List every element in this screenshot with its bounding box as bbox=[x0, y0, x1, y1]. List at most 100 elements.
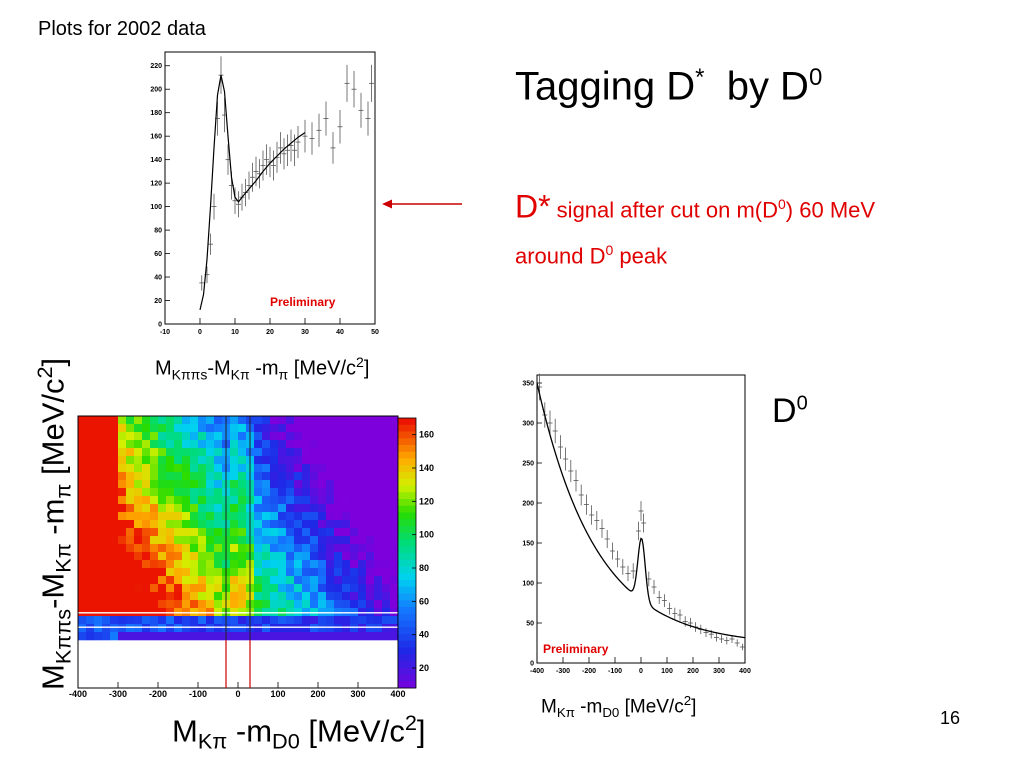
heatmap-cell bbox=[110, 576, 119, 585]
heatmap-cell bbox=[294, 456, 303, 465]
heatmap-cell bbox=[270, 568, 279, 577]
heatmap-cell bbox=[158, 416, 167, 425]
heatmap-cell bbox=[286, 448, 295, 457]
heatmap-cell bbox=[358, 488, 367, 497]
heatmap-cell bbox=[182, 568, 191, 577]
heatmap-cell bbox=[238, 576, 247, 585]
heatmap-cell bbox=[198, 584, 207, 593]
heatmap-cell bbox=[102, 544, 111, 553]
heatmap-cell bbox=[230, 632, 239, 641]
y-tick-label: 200 bbox=[522, 501, 534, 508]
heatmap-cell bbox=[278, 552, 287, 561]
heatmap-cell bbox=[86, 440, 95, 449]
heatmap-cell bbox=[374, 552, 383, 561]
heatmap-cell bbox=[334, 592, 343, 601]
colorbar-swatch bbox=[398, 667, 416, 675]
plots-caption: Plots for 2002 data bbox=[38, 18, 206, 40]
x-tick-label: 0 bbox=[198, 329, 202, 336]
heatmap-cell bbox=[206, 624, 215, 633]
heatmap-cell bbox=[142, 432, 151, 441]
heatmap-cell bbox=[270, 528, 279, 537]
heatmap-cell bbox=[158, 424, 167, 433]
d0-plot-x-label: MKπ -mD0 [MeV/c2] bbox=[541, 693, 697, 721]
heatmap-cell bbox=[110, 600, 119, 609]
heatmap-cell bbox=[310, 464, 319, 473]
heatmap-cell bbox=[206, 600, 215, 609]
heatmap-cell bbox=[126, 560, 135, 569]
description-lead: D* bbox=[515, 188, 551, 225]
heatmap-cell bbox=[278, 592, 287, 601]
heatmap-cell bbox=[278, 536, 287, 545]
heatmap-cell bbox=[334, 512, 343, 521]
y-tick-label: 150 bbox=[522, 541, 534, 548]
heatmap-cell bbox=[134, 448, 143, 457]
heatmap-cell bbox=[214, 536, 223, 545]
heatmap-cell bbox=[158, 504, 167, 513]
slide-title: Tagging D* by D0 bbox=[515, 64, 822, 109]
heatmap-cell bbox=[238, 616, 247, 625]
heatmap-cell bbox=[334, 496, 343, 505]
heatmap-cell bbox=[214, 544, 223, 553]
heatmap-cell bbox=[310, 480, 319, 489]
heatmap-cell bbox=[134, 520, 143, 529]
heatmap-cell bbox=[262, 600, 271, 609]
heatmap-cell bbox=[366, 464, 375, 473]
heatmap-cell bbox=[334, 616, 343, 625]
heatmap-cell bbox=[310, 568, 319, 577]
d0-label-sup: 0 bbox=[796, 392, 808, 415]
title-main: Tagging D bbox=[515, 64, 696, 109]
heatmap-cell bbox=[286, 576, 295, 585]
heatmap-cell bbox=[286, 528, 295, 537]
heatmap-cell bbox=[278, 480, 287, 489]
heatmap-cell bbox=[126, 472, 135, 481]
y-tick-label: 300 bbox=[522, 421, 534, 428]
heatmap-cell bbox=[182, 552, 191, 561]
y-tick-label: 0 bbox=[158, 322, 162, 329]
heatmap-cell bbox=[190, 536, 199, 545]
heatmap-cell bbox=[110, 464, 119, 473]
heatmap-cell bbox=[238, 448, 247, 457]
heatmap-cell bbox=[174, 488, 183, 497]
heatmap-cell bbox=[374, 600, 383, 609]
heatmap-cell bbox=[126, 488, 135, 497]
heatmap-cell bbox=[102, 432, 111, 441]
colorbar-swatch bbox=[398, 445, 416, 453]
colorbar-swatch bbox=[398, 580, 416, 588]
heatmap-cell bbox=[126, 448, 135, 457]
heatmap-cell bbox=[94, 544, 103, 553]
heatmap-cell bbox=[150, 632, 159, 641]
heatmap-cell bbox=[206, 480, 215, 489]
heatmap-cell bbox=[374, 520, 383, 529]
heatmap-cell bbox=[150, 528, 159, 537]
heatmap-cell bbox=[390, 464, 399, 473]
heatmap-cell bbox=[110, 528, 119, 537]
heatmap-cell bbox=[182, 472, 191, 481]
heatmap-cell bbox=[166, 448, 175, 457]
heatmap-cell bbox=[134, 632, 143, 641]
description-line1: D* signal after cut on m(D0) 60 MeV bbox=[515, 180, 1005, 234]
data-points bbox=[199, 56, 374, 291]
heatmap-cell bbox=[94, 472, 103, 481]
heatmap-cell bbox=[318, 416, 327, 425]
heatmap-cell bbox=[278, 616, 287, 625]
heatmap-cell bbox=[134, 504, 143, 513]
heatmap-cell bbox=[350, 416, 359, 425]
heatmap-cell bbox=[94, 576, 103, 585]
heatmap-cell bbox=[174, 552, 183, 561]
colorbar-label: 60 bbox=[419, 596, 429, 606]
x-tick-label: -10 bbox=[160, 329, 170, 336]
heatmap-cell bbox=[198, 536, 207, 545]
heatmap-cell bbox=[206, 456, 215, 465]
heatmap-cell bbox=[150, 448, 159, 457]
heatmap-cell bbox=[126, 424, 135, 433]
heatmap-cell bbox=[142, 512, 151, 521]
heatmap-cell bbox=[374, 544, 383, 553]
heatmap-cell bbox=[198, 488, 207, 497]
heatmap-cell bbox=[94, 504, 103, 513]
heatmap-cell bbox=[350, 632, 359, 641]
heatmap-cell bbox=[318, 552, 327, 561]
heatmap-cell bbox=[254, 488, 263, 497]
heatmap-cell bbox=[94, 432, 103, 441]
heatmap-cell bbox=[158, 496, 167, 505]
heatmap-cell bbox=[278, 584, 287, 593]
